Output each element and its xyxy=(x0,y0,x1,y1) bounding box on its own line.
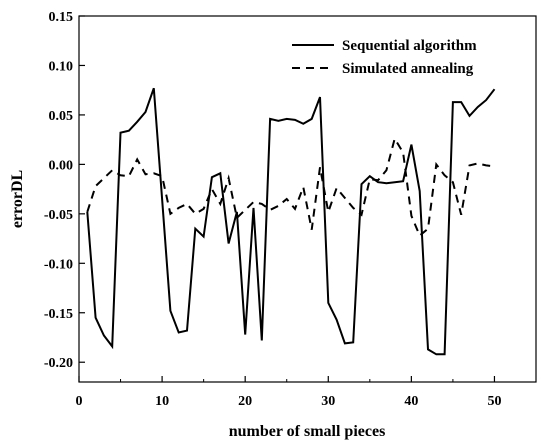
x-tick-label: 10 xyxy=(155,394,169,409)
y-tick-label: 0.15 xyxy=(49,10,74,25)
y-tick-label: 0.00 xyxy=(49,158,74,173)
plot-frame xyxy=(78,15,537,383)
legend-label-sequential: Sequential algorithm xyxy=(342,38,477,54)
legend: Sequential algorithm Simulated annealing xyxy=(292,38,477,77)
y-tick-label: -0.20 xyxy=(44,356,73,371)
axis-ticks: 0 10 20 30 40 50 -0.20 -0.15 -0.10 -0.05 0.00 0.05 0… xyxy=(44,10,502,409)
x-axis-title: number of small pieces xyxy=(229,423,386,440)
y-tick-label: -0.10 xyxy=(44,257,73,272)
x-tick-label: 40 xyxy=(404,394,418,409)
x-tick-label: 20 xyxy=(238,394,252,409)
series-line-sequential xyxy=(86,87,496,356)
y-tick-label: 0.05 xyxy=(49,109,74,124)
x-tick-label: 30 xyxy=(321,394,335,409)
y-tick-label: -0.15 xyxy=(44,307,73,322)
legend-label-annealing: Simulated annealing xyxy=(342,61,474,77)
series-line-annealing xyxy=(86,136,495,238)
x-tick-label: 50 xyxy=(487,394,501,409)
y-tick-label: 0.10 xyxy=(49,59,74,74)
y-tick-label: -0.05 xyxy=(44,208,73,223)
series-layer xyxy=(86,87,496,356)
x-tick-label: 0 xyxy=(76,394,83,409)
y-axis-title: errorDL xyxy=(9,170,26,228)
